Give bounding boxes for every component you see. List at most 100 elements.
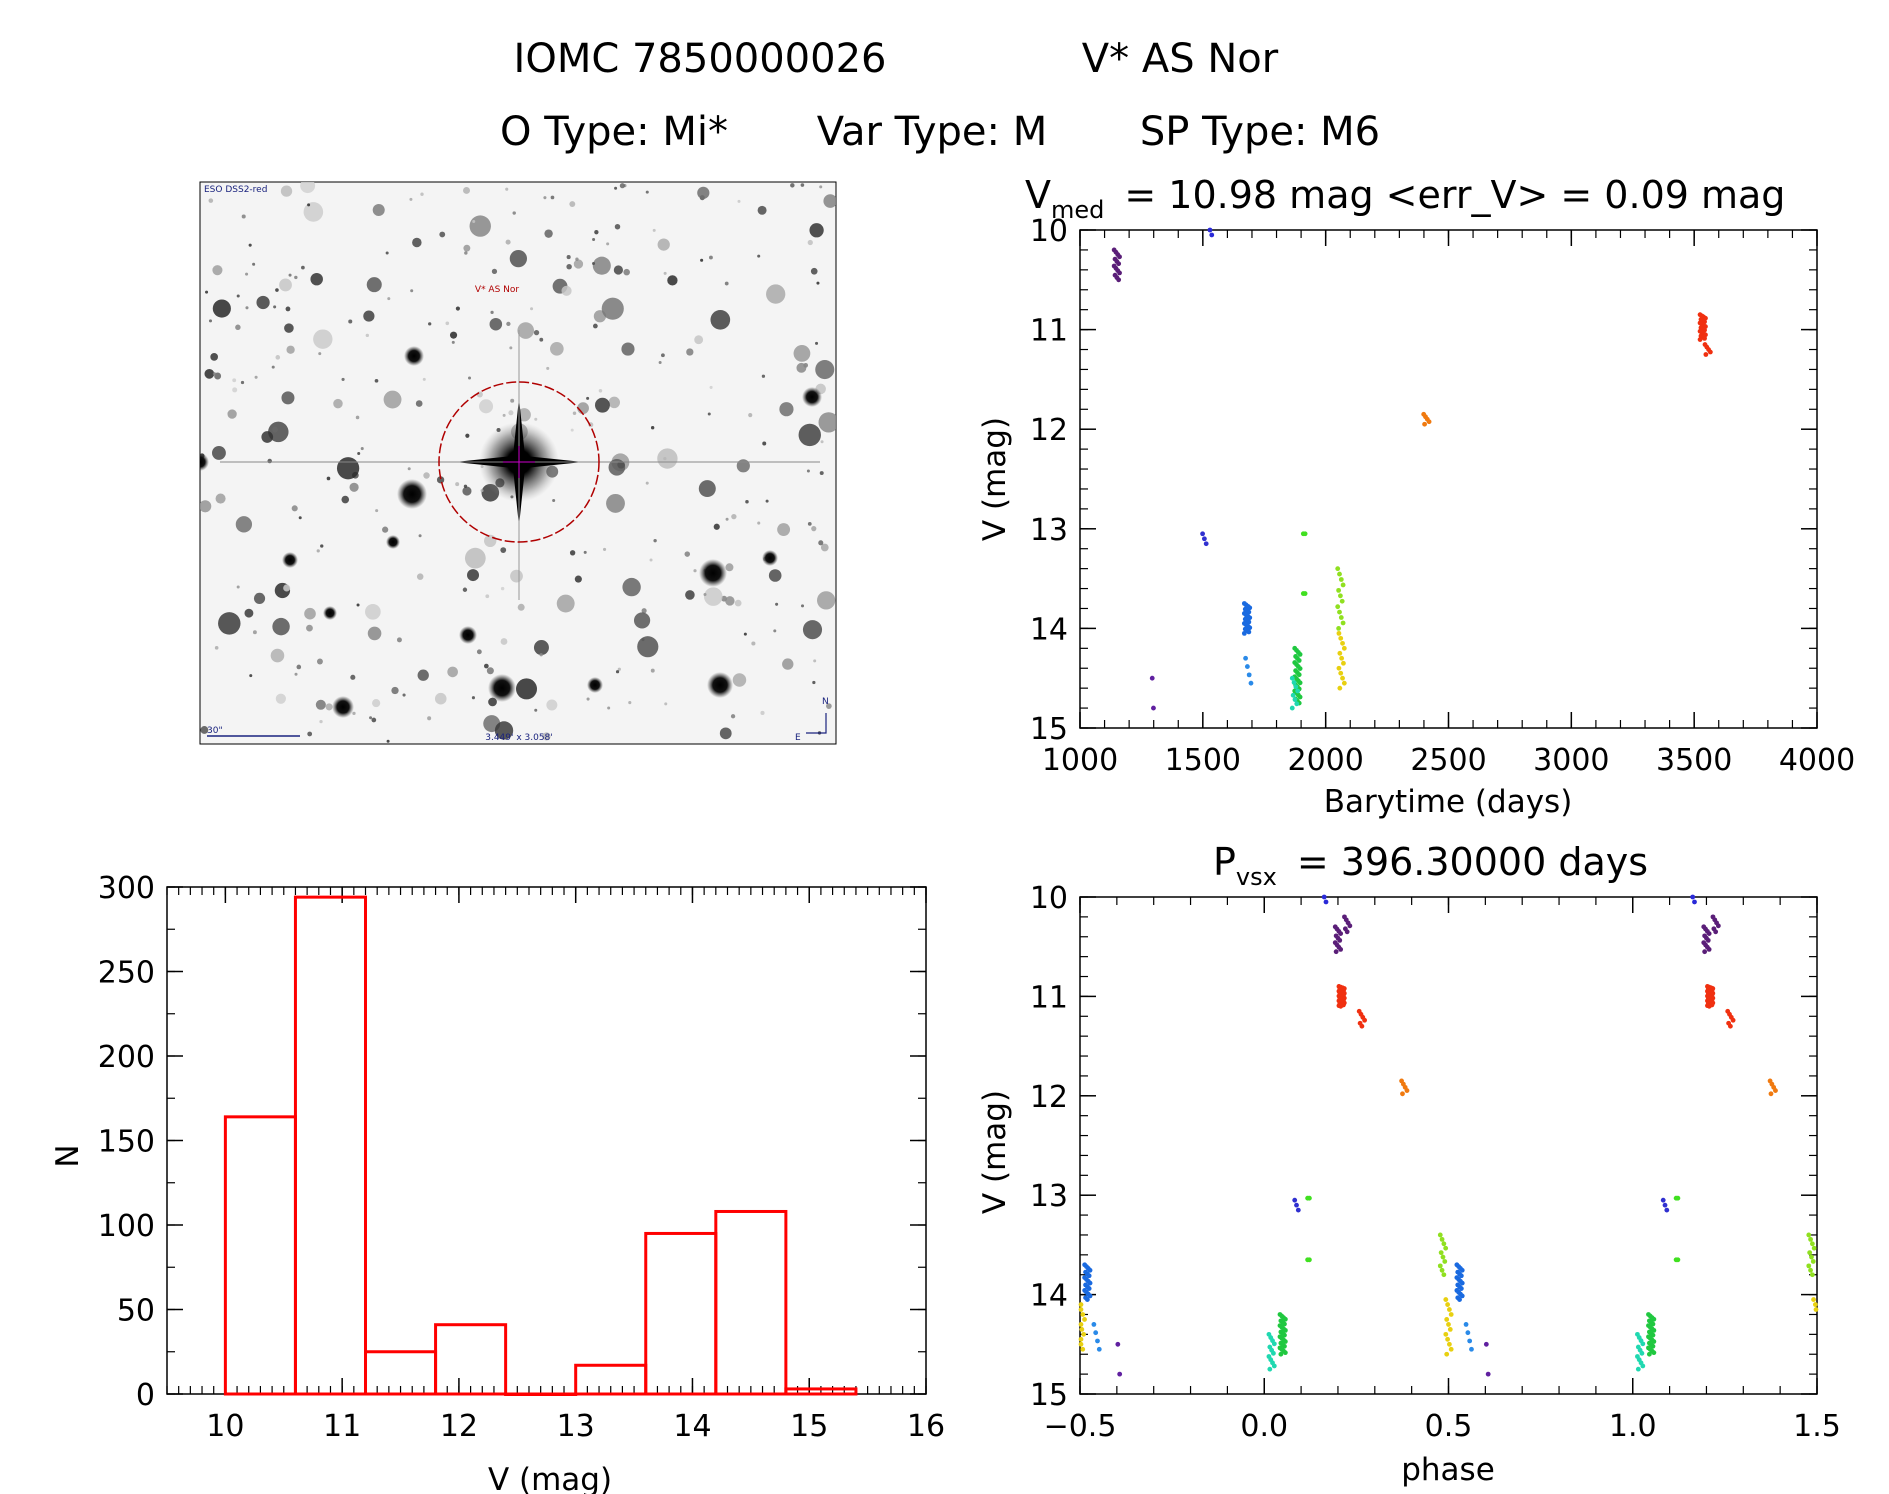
data-point bbox=[1209, 232, 1215, 238]
data-point bbox=[1341, 660, 1346, 666]
data-point bbox=[1339, 655, 1345, 661]
data-point bbox=[1080, 1346, 1086, 1352]
data-point bbox=[1422, 421, 1427, 427]
data-point bbox=[1340, 620, 1346, 626]
data-point bbox=[1441, 1241, 1447, 1247]
data-point bbox=[1675, 1195, 1681, 1201]
data-point bbox=[1201, 536, 1207, 542]
x-tick-label: 1500 bbox=[1165, 743, 1241, 778]
data-point bbox=[1087, 1293, 1093, 1299]
data-point bbox=[1200, 531, 1205, 537]
data-point bbox=[1458, 1286, 1464, 1291]
x-tick-label: 16 bbox=[907, 1409, 945, 1444]
data-point bbox=[1282, 1332, 1287, 1338]
data-point bbox=[1086, 1273, 1092, 1279]
lightcurve-panel: Vmed = 10.98 mag <err_V> = 0.09 mag 1000 1… bbox=[977, 173, 1855, 820]
data-point bbox=[1078, 1336, 1084, 1342]
data-point bbox=[1335, 604, 1341, 610]
data-point bbox=[1290, 692, 1296, 698]
data-point bbox=[1441, 1272, 1447, 1278]
x-tick-label: 10 bbox=[206, 1409, 244, 1444]
phased-axes: −0.5 0.0 0.5 1.0 1.5 10 11 12 13 14 15 bbox=[1030, 881, 1841, 1444]
data-point bbox=[1337, 937, 1343, 943]
x-tick-label: 15 bbox=[790, 1409, 828, 1444]
x-tick-label: 2500 bbox=[1410, 743, 1486, 778]
data-point bbox=[1338, 635, 1344, 641]
data-point bbox=[1282, 1327, 1288, 1333]
data-point bbox=[1282, 1316, 1288, 1322]
data-point bbox=[1812, 1302, 1818, 1307]
data-point bbox=[1292, 1197, 1298, 1203]
data-point bbox=[1807, 1250, 1813, 1256]
data-point bbox=[1338, 577, 1344, 582]
data-point bbox=[1705, 937, 1711, 943]
data-point bbox=[1438, 1250, 1444, 1256]
data-point bbox=[1267, 1366, 1273, 1372]
data-point bbox=[1297, 652, 1303, 657]
data-point bbox=[1295, 1207, 1301, 1213]
finder-image: ESO DSS2-red V* AS Nor 30" 3.449' x 3.05… bbox=[199, 181, 837, 745]
phased-panel: Pvsx = 396.30000 days −0.5 0.0 0.5 1.0 1.5 10 1… bbox=[977, 840, 1841, 1488]
plot-frame bbox=[166, 886, 927, 1395]
data-point bbox=[1086, 1286, 1092, 1291]
data-point bbox=[1282, 1321, 1287, 1327]
data-point bbox=[1087, 1280, 1093, 1286]
y-tick-label: 15 bbox=[1030, 1378, 1068, 1413]
data-point bbox=[1448, 1346, 1454, 1352]
data-point bbox=[1093, 1330, 1099, 1336]
y-tick-label: 0 bbox=[136, 1378, 155, 1413]
data-point bbox=[1271, 1350, 1276, 1356]
data-point bbox=[1096, 1346, 1102, 1352]
histogram-bar bbox=[293, 895, 368, 1396]
data-point bbox=[1459, 1267, 1465, 1273]
data-point bbox=[1706, 931, 1712, 936]
data-point bbox=[1664, 1207, 1670, 1213]
histogram-y-label: N bbox=[50, 1144, 86, 1167]
data-point bbox=[1808, 1267, 1813, 1273]
histogram-bar bbox=[504, 1392, 578, 1396]
data-point bbox=[1078, 1341, 1084, 1347]
data-point bbox=[1117, 1371, 1123, 1377]
data-point bbox=[1340, 640, 1345, 646]
data-point bbox=[1293, 684, 1299, 690]
data-point bbox=[1809, 1254, 1814, 1260]
data-point bbox=[1084, 1297, 1090, 1302]
finder-scale-bar: 30" bbox=[207, 726, 300, 737]
data-point bbox=[1338, 670, 1344, 676]
spectral-type-label: SP Type: M6 bbox=[1140, 109, 1380, 155]
data-point bbox=[1447, 1341, 1452, 1347]
data-point bbox=[1203, 541, 1209, 547]
lightcurve-points bbox=[1111, 227, 1713, 711]
data-point bbox=[1485, 1371, 1491, 1377]
data-point bbox=[1465, 1330, 1471, 1336]
data-point bbox=[1773, 1088, 1778, 1093]
data-point bbox=[1810, 1259, 1816, 1264]
x-tick-label: 1.5 bbox=[1793, 1409, 1841, 1444]
data-point bbox=[1706, 947, 1712, 952]
data-point bbox=[1444, 1351, 1450, 1357]
x-tick-label: 4000 bbox=[1779, 743, 1855, 778]
data-point bbox=[1282, 1339, 1288, 1344]
data-point bbox=[1337, 650, 1343, 656]
data-point bbox=[1651, 1350, 1657, 1356]
data-point bbox=[1806, 1263, 1812, 1269]
data-point bbox=[1241, 630, 1247, 636]
data-point bbox=[1639, 1350, 1645, 1356]
data-point bbox=[1294, 1202, 1299, 1208]
data-point bbox=[1768, 1091, 1774, 1097]
data-point bbox=[1340, 675, 1345, 681]
x-tick-label: 11 bbox=[323, 1409, 361, 1444]
data-point bbox=[1339, 598, 1345, 604]
y-tick-label: 200 bbox=[98, 1040, 155, 1075]
data-point bbox=[1469, 1346, 1474, 1352]
data-point bbox=[1335, 566, 1341, 572]
data-point bbox=[1294, 701, 1300, 707]
data-point bbox=[1296, 672, 1302, 678]
data-point bbox=[1439, 1236, 1445, 1242]
data-point bbox=[1447, 1307, 1452, 1312]
data-point bbox=[1457, 1297, 1462, 1302]
finder-compass-icon: N E bbox=[795, 697, 829, 743]
data-point bbox=[1650, 1321, 1656, 1327]
data-point bbox=[1336, 665, 1342, 671]
data-point bbox=[1095, 1338, 1100, 1344]
